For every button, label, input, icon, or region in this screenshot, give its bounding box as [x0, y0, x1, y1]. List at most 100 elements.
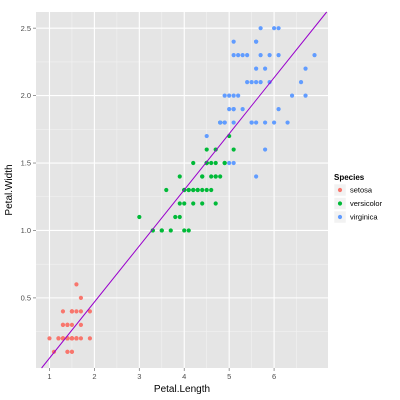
data-point-versicolor — [204, 187, 209, 193]
data-point-versicolor — [209, 160, 214, 166]
data-point-setosa — [74, 336, 79, 341]
data-point-versicolor — [182, 201, 187, 206]
legend-label-virginica: virginica — [350, 213, 378, 222]
data-point-versicolor — [191, 187, 196, 193]
data-point-versicolor — [137, 214, 142, 220]
data-point-versicolor — [191, 201, 196, 206]
legend-label-versicolor: versicolor — [350, 199, 383, 208]
data-point-setosa — [87, 336, 93, 341]
data-point-virginica — [231, 160, 236, 166]
data-point-virginica — [249, 120, 254, 125]
data-point-versicolor — [213, 174, 218, 179]
data-point-versicolor — [231, 147, 236, 152]
data-point-setosa — [69, 322, 75, 327]
data-point-setosa — [56, 336, 61, 341]
data-point-virginica — [263, 66, 268, 71]
data-point-virginica — [254, 39, 259, 44]
data-point-virginica — [218, 120, 223, 125]
data-point-virginica — [236, 53, 241, 58]
data-point-setosa — [65, 349, 70, 354]
data-point-setosa — [74, 309, 79, 314]
data-point-versicolor — [191, 160, 196, 166]
data-point-virginica — [222, 120, 227, 125]
data-point-virginica — [312, 53, 317, 58]
x-axis-title: Petal.Length — [154, 384, 210, 395]
data-point-virginica — [240, 53, 245, 58]
x-tick-label: 6 — [272, 372, 276, 381]
data-point-virginica — [267, 80, 272, 85]
data-point-virginica — [258, 80, 263, 85]
data-point-setosa — [69, 309, 75, 314]
data-point-virginica — [254, 80, 259, 85]
data-point-virginica — [271, 120, 277, 125]
data-point-versicolor — [209, 187, 214, 193]
data-point-setosa — [60, 309, 66, 314]
data-point-versicolor — [177, 214, 182, 220]
data-point-virginica — [258, 26, 263, 31]
data-point-setosa — [60, 322, 66, 327]
data-point-virginica — [231, 106, 236, 112]
data-point-virginica — [227, 160, 232, 166]
data-point-versicolor — [150, 228, 155, 233]
y-tick-label: 1.0 — [21, 226, 31, 235]
data-point-virginica — [231, 120, 236, 125]
data-point-virginica — [231, 93, 236, 98]
data-point-virginica — [245, 80, 250, 85]
x-axis: 1 2 3 4 5 6 — [47, 368, 276, 381]
data-points — [47, 26, 317, 354]
x-tick-label: 5 — [227, 372, 231, 381]
data-point-versicolor — [173, 214, 178, 220]
y-axis-title: Petal.Width — [4, 164, 15, 215]
data-point-virginica — [289, 93, 295, 98]
y-tick-label: 2.0 — [21, 91, 31, 100]
legend-marker-virginica — [337, 214, 343, 220]
data-point-versicolor — [209, 174, 214, 179]
data-point-virginica — [254, 120, 259, 125]
data-point-versicolor — [168, 228, 173, 233]
data-point-virginica — [303, 66, 308, 71]
data-point-virginica — [231, 39, 236, 44]
data-point-virginica — [276, 26, 281, 31]
data-point-setosa — [78, 309, 84, 314]
data-point-virginica — [298, 80, 304, 85]
legend-label-setosa: setosa — [350, 186, 373, 195]
data-point-virginica — [285, 120, 290, 125]
data-point-virginica — [263, 120, 268, 125]
data-point-virginica — [245, 53, 250, 58]
data-point-virginica — [236, 93, 241, 98]
y-tick-label: 1.5 — [21, 159, 31, 168]
data-point-versicolor — [177, 201, 182, 206]
y-tick-label: 0.5 — [21, 293, 31, 302]
data-point-setosa — [87, 309, 93, 314]
data-point-setosa — [47, 336, 52, 341]
data-point-virginica — [204, 133, 209, 139]
data-point-virginica — [240, 106, 245, 112]
data-point-virginica — [267, 53, 272, 58]
data-point-versicolor — [218, 174, 223, 179]
data-point-virginica — [231, 53, 236, 58]
data-point-virginica — [258, 53, 263, 58]
legend-marker-setosa — [337, 187, 343, 193]
data-point-setosa — [78, 336, 84, 341]
data-point-versicolor — [200, 174, 205, 179]
data-point-versicolor — [195, 187, 200, 193]
data-point-versicolor — [213, 201, 218, 206]
data-point-versicolor — [186, 187, 191, 193]
data-point-virginica — [271, 26, 277, 31]
data-point-versicolor — [182, 228, 187, 233]
data-point-versicolor — [164, 187, 169, 193]
legend: Species setosa versicolor virginica — [333, 173, 383, 224]
data-point-setosa — [74, 282, 79, 287]
x-tick-label: 4 — [182, 372, 186, 381]
data-point-virginica — [227, 106, 232, 112]
data-point-versicolor — [204, 147, 209, 152]
x-tick-label: 1 — [47, 372, 51, 381]
data-point-versicolor — [200, 201, 205, 206]
data-point-virginica — [227, 93, 232, 98]
major-gridlines — [36, 12, 328, 368]
data-point-virginica — [249, 80, 254, 85]
data-point-setosa — [65, 322, 70, 327]
data-point-setosa — [69, 336, 75, 341]
data-point-versicolor — [200, 187, 205, 193]
data-point-setosa — [78, 322, 84, 327]
